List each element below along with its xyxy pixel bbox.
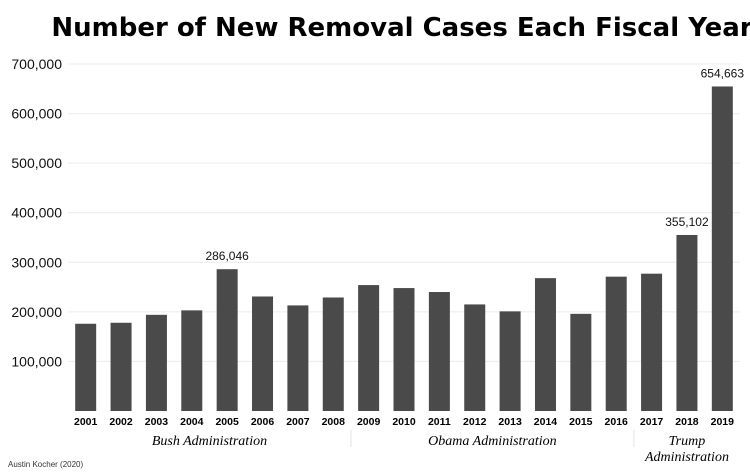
y-tick-label: 400,000	[11, 205, 62, 221]
bar-2006	[252, 296, 274, 411]
data-labels: 286,046 355,102 654,663	[205, 66, 744, 263]
bar-2016	[605, 276, 627, 411]
bar-2011	[428, 292, 450, 411]
x-tick-label: 2005	[215, 416, 239, 428]
x-tick-label: 2012	[463, 416, 487, 428]
x-tick-label: 2018	[675, 416, 699, 428]
bar-2014	[534, 278, 556, 411]
x-tick-label: 2009	[357, 416, 381, 428]
x-tick-label: 2002	[109, 416, 133, 428]
bar-2012	[464, 304, 486, 411]
bar-2001	[75, 323, 97, 411]
y-tick-label: 200,000	[11, 304, 62, 320]
bar-2007	[287, 305, 309, 411]
bar-2013	[499, 311, 521, 411]
bar-2015	[570, 313, 592, 411]
administration-label: Bush Administration	[152, 434, 267, 449]
x-tick-label: 2004	[180, 416, 204, 428]
x-tick-label: 2006	[251, 416, 275, 428]
y-tick-label: 500,000	[11, 155, 62, 171]
y-tick-label: 700,000	[11, 56, 62, 72]
x-tick-label: 2015	[569, 416, 593, 428]
x-axis-ticks: 2001 2002 2003 2004 2005 2006 2007 2008 2009 2010…	[74, 416, 734, 428]
administration-label: Administration	[644, 450, 729, 465]
x-tick-label: 2001	[74, 416, 98, 428]
x-tick-label: 2003	[145, 416, 169, 428]
x-tick-label: 2014	[534, 416, 558, 428]
x-tick-label: 2013	[498, 416, 522, 428]
x-tick-label: 2017	[640, 416, 664, 428]
credit-note: Austin Kocher (2020)	[8, 460, 83, 469]
bar-2017	[641, 273, 663, 411]
administration-label: Obama Administration	[428, 434, 556, 449]
y-tick-label: 300,000	[11, 254, 62, 270]
gridlines	[68, 63, 740, 362]
x-tick-label: 2019	[711, 416, 735, 428]
bar-2009	[358, 285, 380, 411]
y-tick-label: 600,000	[11, 106, 62, 122]
bar-2008	[322, 297, 344, 411]
x-tick-label: 2008	[322, 416, 346, 428]
bar-2010	[393, 288, 415, 411]
bar-2019	[711, 86, 733, 412]
administration-groups: Bush Administration Obama Administration T…	[152, 430, 729, 465]
administration-label: Trump	[669, 434, 706, 449]
bar-2004	[181, 310, 203, 411]
y-axis-ticks: 100,000 200,000 300,000 400,000 500,000 600,0…	[11, 56, 62, 369]
bar-2002	[110, 322, 132, 411]
bars	[75, 86, 733, 412]
x-tick-label: 2016	[605, 416, 629, 428]
data-label: 286,046	[205, 249, 249, 263]
chart-title: Number of New Removal Cases Each Fiscal …	[51, 13, 750, 43]
data-label: 355,102	[665, 215, 709, 229]
bar-2018	[676, 234, 698, 411]
bar-2005	[216, 269, 238, 411]
data-label: 654,663	[701, 66, 745, 80]
x-tick-label: 2007	[286, 416, 310, 428]
bar-2003	[145, 314, 167, 411]
x-tick-label: 2011	[428, 416, 451, 428]
x-tick-label: 2010	[392, 416, 416, 428]
y-tick-label: 100,000	[11, 353, 62, 369]
